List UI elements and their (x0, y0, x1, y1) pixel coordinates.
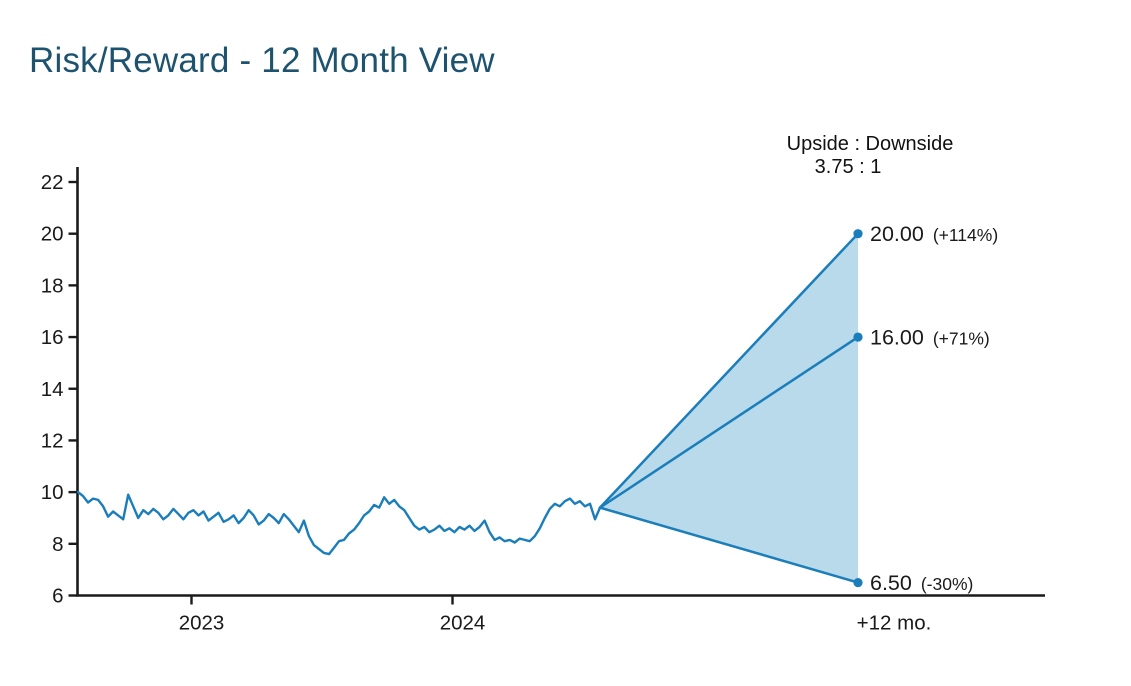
y-axis-tick-label: 14 (41, 378, 64, 401)
upside-downside-annotation: Upside : Downside 3.75 : 1 (770, 133, 970, 179)
downside-target-dot (853, 577, 863, 588)
downside-target-label: 6.50 (-30%) (870, 571, 973, 595)
upside-mid-target-percent: (+71%) (933, 329, 990, 349)
y-axis-tick-label: 16 (41, 326, 64, 349)
y-axis-tick-label: 8 (52, 533, 63, 556)
y-axis-tick-label: 10 (41, 481, 64, 504)
upside-mid-target-price: 16.00 (870, 326, 924, 350)
upside-high-target-price: 20.00 (870, 222, 924, 246)
upside-mid-target-label: 16.00 (+71%) (870, 326, 990, 350)
y-axis-tick-label: 12 (41, 429, 64, 452)
x-axis-tick-label: 2024 (440, 612, 486, 635)
upside-high-target-dot (853, 229, 863, 239)
y-axis-tick-label: 6 (52, 585, 63, 608)
y-axis-tick-label: 18 (41, 274, 64, 297)
upside-high-target-label: 20.00 (+114%) (870, 222, 998, 246)
ratio-label: Upside : Downside (786, 133, 954, 155)
price-history-line (76, 490, 602, 556)
upside-high-target-line (598, 232, 860, 509)
downside-target-line (598, 506, 860, 584)
y-axis-tick-label: 22 (41, 171, 64, 194)
y-axis-tick-label: 20 (41, 223, 64, 246)
page-title: Risk/Reward - 12 Month View (29, 41, 495, 81)
x-axis-12mo-label: +12 mo. (857, 612, 932, 635)
upside-high-target-percent: (+114%) (933, 225, 998, 245)
upside-mid-target-dot (853, 332, 863, 342)
x-axis-tick-label: 2023 (179, 612, 225, 635)
downside-target-price: 6.50 (870, 571, 912, 595)
upside-mid-target-line (598, 335, 860, 509)
projection-fan-fill (600, 233, 858, 583)
ratio-value: 3.75 : 1 (814, 156, 882, 178)
downside-target-percent: (-30%) (921, 574, 974, 594)
